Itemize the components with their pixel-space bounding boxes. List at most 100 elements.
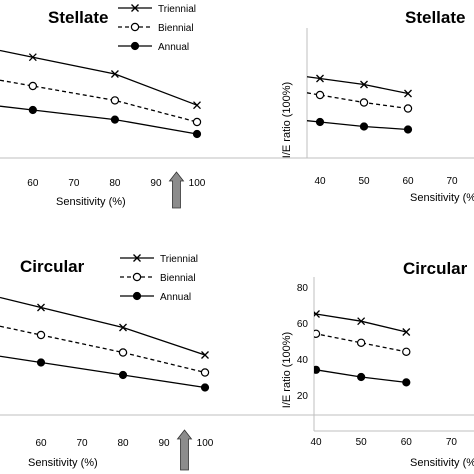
data-point	[402, 328, 411, 336]
data-point	[402, 378, 411, 387]
legend-label: Biennial	[158, 23, 194, 34]
series-3	[307, 117, 413, 134]
x-tick-label: 60	[402, 176, 414, 187]
chart-title: Circular	[20, 257, 85, 276]
series-line	[0, 79, 198, 123]
data-point	[357, 372, 366, 382]
legend-label: Triennial	[160, 254, 198, 265]
data-point	[28, 81, 38, 91]
x-tick-label: 80	[117, 438, 129, 449]
x-tick-label: 60	[401, 437, 413, 448]
y-tick-label: 80	[297, 283, 309, 294]
legend-marker	[132, 291, 142, 301]
data-point-b	[201, 351, 209, 359]
plot-area	[0, 49, 202, 139]
data-point	[110, 115, 120, 124]
x-tick-label: 100	[197, 438, 214, 449]
series-1	[307, 74, 412, 98]
x-tick-label: 50	[358, 176, 370, 187]
x-tick-label: 80	[109, 178, 121, 189]
data-point-b	[28, 53, 37, 62]
legend-marker	[130, 41, 140, 51]
data-point	[201, 351, 209, 359]
x-tick-label: 90	[150, 178, 162, 189]
data-point	[118, 370, 128, 380]
x-tick-label: 70	[68, 178, 80, 189]
data-point	[356, 338, 366, 347]
data-point	[314, 329, 321, 338]
arrow-indicator	[176, 429, 193, 471]
data-point	[192, 129, 202, 139]
legend-marker	[133, 254, 141, 262]
data-point-b	[193, 101, 201, 110]
legend-marker-b	[133, 254, 141, 262]
series-2	[314, 329, 411, 356]
series-line	[0, 325, 206, 374]
plot-area	[314, 310, 411, 387]
data-point	[200, 368, 210, 377]
data-point-b	[110, 70, 119, 78]
x-tick-label: 70	[76, 438, 88, 449]
series-line	[307, 120, 409, 131]
data-point	[314, 365, 321, 374]
data-point-b	[316, 74, 324, 83]
data-point	[193, 101, 201, 110]
data-point	[359, 122, 369, 131]
series-3	[0, 105, 202, 139]
data-point	[37, 303, 45, 312]
series-3	[0, 355, 210, 392]
legend: Triennial Biennial Annual	[118, 4, 196, 53]
legend-label: Annual	[160, 292, 191, 303]
data-point	[110, 96, 120, 105]
series-line	[307, 76, 409, 95]
x-tick-label: 60	[27, 178, 39, 189]
series-line	[307, 92, 409, 110]
legend-marker	[130, 22, 140, 32]
legend-marker	[132, 272, 142, 282]
data-point	[359, 98, 369, 107]
data-point	[192, 117, 202, 127]
series-2	[0, 325, 210, 377]
x-tick-label: 50	[356, 437, 368, 448]
chart-title: Circular	[403, 259, 468, 278]
x-tick-label: 70	[446, 437, 458, 448]
data-point-b	[360, 80, 368, 89]
data-point-b	[119, 323, 127, 332]
data-point	[119, 323, 127, 332]
x-tick-label: 40	[314, 176, 326, 187]
series-1	[314, 310, 411, 336]
data-point-b	[402, 328, 411, 336]
x-tick-label: 70	[446, 176, 458, 187]
x-tick-label: 40	[310, 437, 322, 448]
legend-label: Annual	[158, 42, 189, 53]
y-tick-label: 40	[297, 355, 309, 366]
legend-label: Triennial	[158, 4, 196, 15]
chart-title: Stellate	[48, 8, 108, 27]
series-line	[0, 49, 198, 106]
data-point	[316, 74, 324, 83]
series-line	[0, 105, 198, 135]
y-tick-label: 20	[297, 391, 309, 402]
data-point	[118, 348, 128, 357]
chart-title: Stellate	[405, 8, 465, 27]
plot-area	[307, 74, 413, 134]
data-point	[36, 358, 46, 367]
data-point-b	[314, 310, 320, 317]
chart-panel-3: Circular 60 70 80 90 100 Sensitivity (%) Trienn…	[0, 254, 474, 471]
y-axis-label: I/E ratio (100%)	[281, 82, 293, 158]
series-1	[0, 49, 201, 110]
series-line	[0, 355, 206, 389]
data-point	[28, 105, 37, 115]
data-point	[404, 89, 412, 98]
data-point	[403, 125, 413, 134]
series-3	[314, 365, 411, 387]
data-point	[360, 80, 368, 89]
chart-panel-1: Stellate 60 70 80 90 100 Sensitivity (%) Trienn…	[0, 4, 474, 209]
legend-marker-b	[131, 4, 139, 12]
y-axis-label: I/E ratio (100%)	[281, 332, 293, 408]
x-tick-label: 60	[35, 438, 47, 449]
data-point	[314, 310, 320, 318]
x-axis-label: Sensitivity (%)	[410, 192, 474, 204]
x-axis-label: Sensitivity (%)	[410, 457, 474, 469]
